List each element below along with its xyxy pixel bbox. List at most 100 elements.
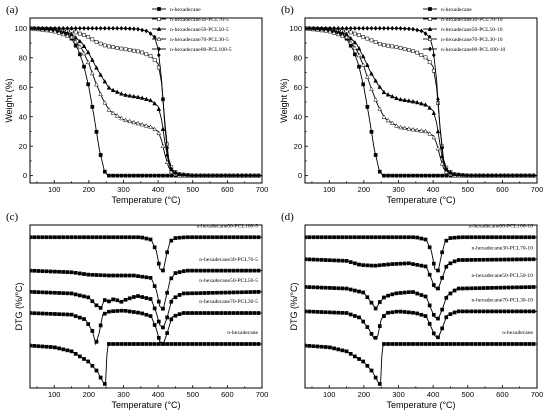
series-4-marker bbox=[319, 25, 324, 31]
series-1-marker bbox=[240, 268, 244, 273]
series-4-marker bbox=[460, 172, 465, 178]
series-0-marker bbox=[377, 169, 382, 174]
series-3-marker bbox=[56, 30, 62, 35]
series-0-marker bbox=[386, 235, 390, 240]
series-3-marker bbox=[398, 309, 403, 314]
series-2-marker bbox=[132, 295, 136, 299]
series-1-marker bbox=[132, 48, 136, 53]
series-0-marker bbox=[111, 173, 115, 178]
series-3-marker bbox=[144, 123, 149, 128]
series-2-marker bbox=[48, 290, 53, 295]
series-3-marker bbox=[365, 74, 370, 79]
series-4-marker bbox=[44, 25, 49, 31]
series-4-marker bbox=[394, 342, 399, 346]
series-2-marker bbox=[240, 290, 244, 295]
x-tick-label: 400 bbox=[427, 185, 440, 194]
series-4-marker bbox=[402, 342, 407, 346]
legend-marker bbox=[428, 17, 432, 21]
series-1-marker bbox=[353, 261, 357, 266]
series-1-marker bbox=[69, 270, 74, 275]
series-0-marker bbox=[344, 235, 349, 240]
series-0-marker bbox=[111, 235, 115, 240]
series-2-marker bbox=[402, 97, 408, 102]
series-0-marker bbox=[423, 237, 428, 242]
series-3-marker bbox=[311, 309, 316, 314]
series-3-marker bbox=[305, 309, 307, 314]
series-4-marker bbox=[198, 173, 203, 179]
series-0-marker bbox=[152, 245, 157, 250]
series-3-marker bbox=[156, 336, 161, 340]
series-1-marker bbox=[136, 49, 140, 54]
x-tick-label: 600 bbox=[221, 185, 234, 194]
series-2-marker bbox=[144, 96, 149, 101]
series-3-marker bbox=[328, 310, 332, 315]
series-4-marker bbox=[473, 173, 478, 179]
series-4-marker bbox=[194, 342, 199, 346]
series-1-marker bbox=[394, 45, 399, 49]
series-1-marker bbox=[415, 50, 420, 55]
series-2-marker bbox=[481, 286, 486, 290]
series-0-marker bbox=[423, 173, 428, 178]
series-0-marker bbox=[407, 173, 411, 178]
series-0-marker bbox=[206, 235, 211, 240]
curve-label: n-hexadecane50-PCL50-10 bbox=[471, 273, 533, 279]
legend-marker bbox=[428, 7, 432, 11]
series-0-marker bbox=[523, 235, 528, 240]
series-4-marker bbox=[456, 342, 461, 346]
panel-label: (a) bbox=[6, 4, 19, 16]
series-4-marker bbox=[353, 354, 357, 359]
legend-marker bbox=[427, 36, 433, 41]
legend-marker bbox=[156, 26, 162, 31]
series-2-marker bbox=[136, 294, 140, 298]
series-0-marker bbox=[57, 235, 61, 240]
series-1-marker bbox=[377, 42, 382, 46]
series-2-marker bbox=[127, 93, 133, 98]
series-0-marker bbox=[515, 235, 519, 240]
series-4-marker bbox=[94, 368, 99, 373]
series-3-marker bbox=[414, 127, 420, 133]
series-2-marker bbox=[148, 97, 153, 103]
series-2-marker bbox=[494, 285, 498, 290]
series-4-marker bbox=[198, 342, 203, 346]
x-tick-label: 300 bbox=[392, 390, 405, 399]
series-1-marker bbox=[210, 268, 215, 273]
series-3-marker bbox=[98, 323, 103, 328]
series-2-marker bbox=[519, 285, 523, 290]
series-2-marker bbox=[394, 95, 399, 100]
series-0-marker bbox=[123, 173, 128, 178]
y-axis-title: Weight (%) bbox=[4, 78, 14, 122]
series-0-marker bbox=[32, 235, 37, 240]
series-1-marker bbox=[127, 48, 132, 52]
series-4-marker bbox=[382, 25, 386, 31]
series-0-marker bbox=[127, 173, 132, 178]
series-3-marker bbox=[169, 317, 174, 322]
series-1-marker bbox=[407, 48, 411, 52]
legend-label: n-hexadecane00-PCL100-5 bbox=[170, 47, 232, 53]
series-2-marker bbox=[356, 45, 362, 51]
series-4-marker bbox=[36, 25, 41, 31]
series-1-marker bbox=[498, 257, 503, 262]
series-2-marker bbox=[65, 291, 70, 296]
series-3-marker bbox=[444, 315, 449, 320]
series-4-marker bbox=[77, 25, 82, 31]
series-4-marker bbox=[40, 344, 45, 349]
series-3-marker bbox=[181, 311, 186, 315]
series-0-marker bbox=[382, 235, 386, 240]
series-4-marker bbox=[473, 342, 478, 346]
series-3-marker bbox=[357, 315, 361, 320]
series-3-marker bbox=[431, 331, 436, 336]
series-0-marker bbox=[465, 235, 469, 240]
series-0-marker bbox=[431, 261, 436, 266]
series-3-marker bbox=[252, 311, 257, 315]
series-1-marker bbox=[382, 262, 386, 267]
series-1-marker bbox=[65, 270, 70, 274]
series-4-marker bbox=[61, 25, 66, 31]
series-1-marker bbox=[78, 31, 82, 36]
series-3 bbox=[30, 308, 262, 346]
series-0-marker bbox=[498, 235, 503, 240]
series-1-marker bbox=[411, 262, 415, 266]
legend-item: n-hexadecane30-PCL70-5 bbox=[152, 17, 229, 23]
series-0-marker bbox=[510, 235, 515, 240]
series-0-marker bbox=[148, 173, 153, 178]
series-0-marker bbox=[136, 173, 140, 178]
